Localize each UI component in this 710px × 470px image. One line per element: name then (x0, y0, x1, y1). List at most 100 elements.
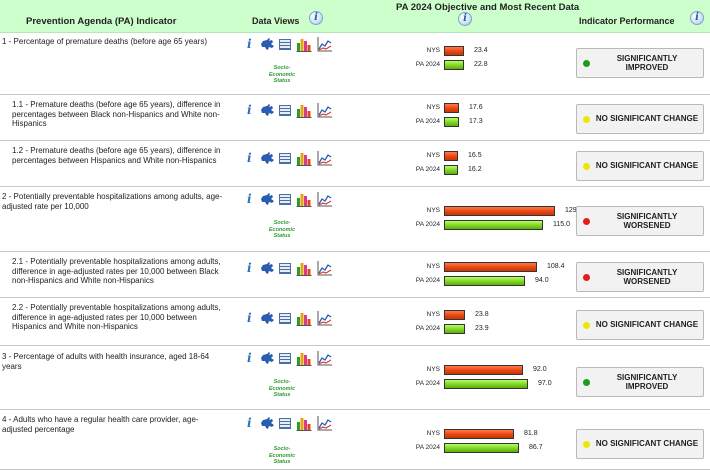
bar-chart-icon[interactable] (296, 103, 312, 118)
performance-badge[interactable]: NO SIGNIFICANT CHANGE (576, 429, 704, 459)
bar-chart-icon[interactable] (296, 261, 312, 276)
info-icon[interactable]: i (247, 261, 252, 275)
nys-value: 23.4 (474, 47, 488, 54)
county-map-icon[interactable] (260, 352, 275, 365)
data-table-icon[interactable] (279, 313, 291, 324)
nys-label: NYS (426, 430, 440, 437)
data-table-icon[interactable] (279, 353, 291, 364)
nys-bar (444, 103, 459, 113)
info-icon[interactable]: i (247, 351, 252, 365)
indicator-text: 2 - Potentially preventable hospitalizat… (2, 192, 223, 211)
data-views-icons: i (247, 151, 337, 167)
trend-line-chart-icon[interactable] (317, 103, 333, 118)
info-icon[interactable]: i (247, 311, 252, 325)
county-map-icon[interactable] (260, 417, 275, 430)
objective-bar-chart: NYS 81.8 PA 2024 86.7 (400, 429, 560, 457)
data-views-column-header: Data Views (252, 16, 300, 26)
bar-chart-icon[interactable] (296, 311, 312, 326)
trend-line-chart-icon[interactable] (317, 37, 333, 52)
pa-2024-label: PA 2024 (415, 444, 440, 451)
pa-2024-bar (444, 379, 528, 389)
data-table-icon[interactable] (279, 263, 291, 274)
performance-label: NO SIGNIFICANT CHANGE (595, 439, 699, 449)
table-row (0, 95, 710, 141)
socio-economic-status-link[interactable]: Socio-Economic Status (268, 65, 296, 84)
county-map-icon[interactable] (260, 152, 275, 165)
data-table-icon[interactable] (279, 39, 291, 50)
nys-bar (444, 262, 537, 272)
county-map-icon[interactable] (260, 193, 275, 206)
performance-label: SIGNIFICANTLY IMPROVED (616, 372, 678, 392)
performance-badge[interactable]: NO SIGNIFICANT CHANGE (576, 104, 704, 134)
socio-economic-status-link[interactable]: Socio-Economic Status (268, 379, 296, 398)
bar-chart-icon[interactable] (296, 416, 312, 431)
nys-label: NYS (426, 311, 440, 318)
data-views-icons: i (247, 261, 337, 277)
table-row (0, 346, 710, 410)
trend-line-chart-icon[interactable] (317, 192, 333, 207)
performance-info-icon[interactable]: i (690, 11, 704, 25)
performance-badge[interactable]: NO SIGNIFICANT CHANGE (576, 310, 704, 340)
trend-line-chart-icon[interactable] (317, 311, 333, 326)
trend-line-chart-icon[interactable] (317, 261, 333, 276)
nys-bar (444, 151, 458, 161)
bar-chart-icon[interactable] (296, 37, 312, 52)
pa-2024-label: PA 2024 (415, 277, 440, 284)
trend-line-chart-icon[interactable] (317, 151, 333, 166)
indicator-text: 1.1 - Premature deaths (before age 65 ye… (12, 100, 221, 128)
info-icon[interactable]: i (247, 416, 252, 430)
pa-2024-bar (444, 324, 465, 334)
data-views-info-icon[interactable]: i (309, 11, 323, 25)
trend-line-chart-icon[interactable] (317, 351, 333, 366)
county-map-icon[interactable] (260, 38, 275, 51)
bar-chart-icon[interactable] (296, 351, 312, 366)
county-map-icon[interactable] (260, 104, 275, 117)
pa-2024-value: 86.7 (529, 444, 543, 451)
county-map-icon[interactable] (260, 312, 275, 325)
bar-chart-icon[interactable] (296, 151, 312, 166)
performance-label: SIGNIFICANTLY IMPROVED (616, 53, 678, 73)
performance-label: NO SIGNIFICANT CHANGE (595, 114, 699, 124)
nys-label: NYS (426, 47, 440, 54)
data-views-icons: i (247, 103, 337, 119)
nys-bar (444, 310, 465, 320)
nys-bar (444, 365, 523, 375)
nys-value: 129.1 (565, 207, 583, 214)
performance-badge[interactable]: SIGNIFICANTLY IMPROVED (576, 48, 704, 78)
socio-economic-status-link[interactable]: Socio-Economic Status (268, 220, 296, 239)
data-views-icons: i (247, 416, 337, 432)
status-dot (583, 378, 590, 386)
performance-badge[interactable]: SIGNIFICANTLY WORSENED (576, 262, 704, 292)
performance-badge[interactable]: SIGNIFICANTLY IMPROVED (576, 367, 704, 397)
pa-objective-info-icon[interactable]: i (458, 12, 472, 26)
data-table-icon[interactable] (279, 194, 291, 205)
pa-2024-value: 94.0 (535, 277, 549, 284)
data-table-icon[interactable] (279, 153, 291, 164)
trend-line-chart-icon[interactable] (317, 416, 333, 431)
data-table-icon[interactable] (279, 418, 291, 429)
county-map-icon[interactable] (260, 262, 275, 275)
nys-bar (444, 429, 514, 439)
objective-bar-chart: NYS 17.6 PA 2024 17.3 (400, 103, 560, 131)
performance-label: SIGNIFICANTLY WORSENED (616, 211, 678, 231)
bar-chart-icon[interactable] (296, 192, 312, 207)
performance-badge[interactable]: NO SIGNIFICANT CHANGE (576, 151, 704, 181)
info-icon[interactable]: i (247, 151, 252, 165)
performance-label: NO SIGNIFICANT CHANGE (595, 320, 699, 330)
info-icon[interactable]: i (247, 37, 252, 51)
objective-bar-chart: NYS 129.1 PA 2024 115.0 (400, 206, 583, 234)
indicator-text: 2.1 - Potentially preventable hospitaliz… (12, 257, 221, 285)
data-views-icons: i (247, 37, 337, 53)
indicator-performance-column-header: Indicator Performance (579, 16, 675, 26)
table-row (0, 252, 710, 298)
data-table-icon[interactable] (279, 105, 291, 116)
info-icon[interactable]: i (247, 192, 252, 206)
status-dot (583, 59, 590, 67)
pa-2024-bar (444, 443, 519, 453)
pa-2024-bar (444, 276, 525, 286)
status-dot (583, 273, 590, 281)
performance-badge[interactable]: SIGNIFICANTLY WORSENED (576, 206, 704, 236)
pa-2024-label: PA 2024 (415, 380, 440, 387)
socio-economic-status-link[interactable]: Socio-Economic Status (268, 446, 296, 465)
info-icon[interactable]: i (247, 103, 252, 117)
